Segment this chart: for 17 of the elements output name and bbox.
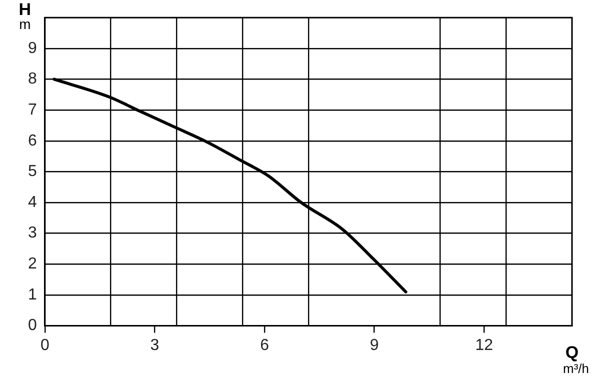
y-tick-label: 7 [28, 101, 37, 118]
y-tick-label: 2 [28, 256, 37, 273]
x-tick-label: 12 [475, 336, 494, 354]
x-axis-title: Q [565, 342, 579, 362]
y-tick-label: 0 [28, 317, 37, 334]
text: m³/h [563, 360, 589, 376]
x-tick-label: 0 [40, 336, 50, 354]
y-tick-label: 3 [28, 224, 37, 242]
x-tick-label: 9 [370, 336, 379, 354]
x-tick-label: 6 [260, 336, 270, 354]
y-tick-label: 4 [28, 194, 37, 211]
y-tick-label: 1 [28, 286, 37, 304]
x-tick-label: 3 [150, 336, 160, 354]
y-tick-label: 5 [28, 163, 37, 180]
y-tick-label: 9 [28, 40, 37, 57]
y-tick-label: 6 [28, 132, 37, 150]
y-tick-label: 8 [28, 70, 37, 88]
